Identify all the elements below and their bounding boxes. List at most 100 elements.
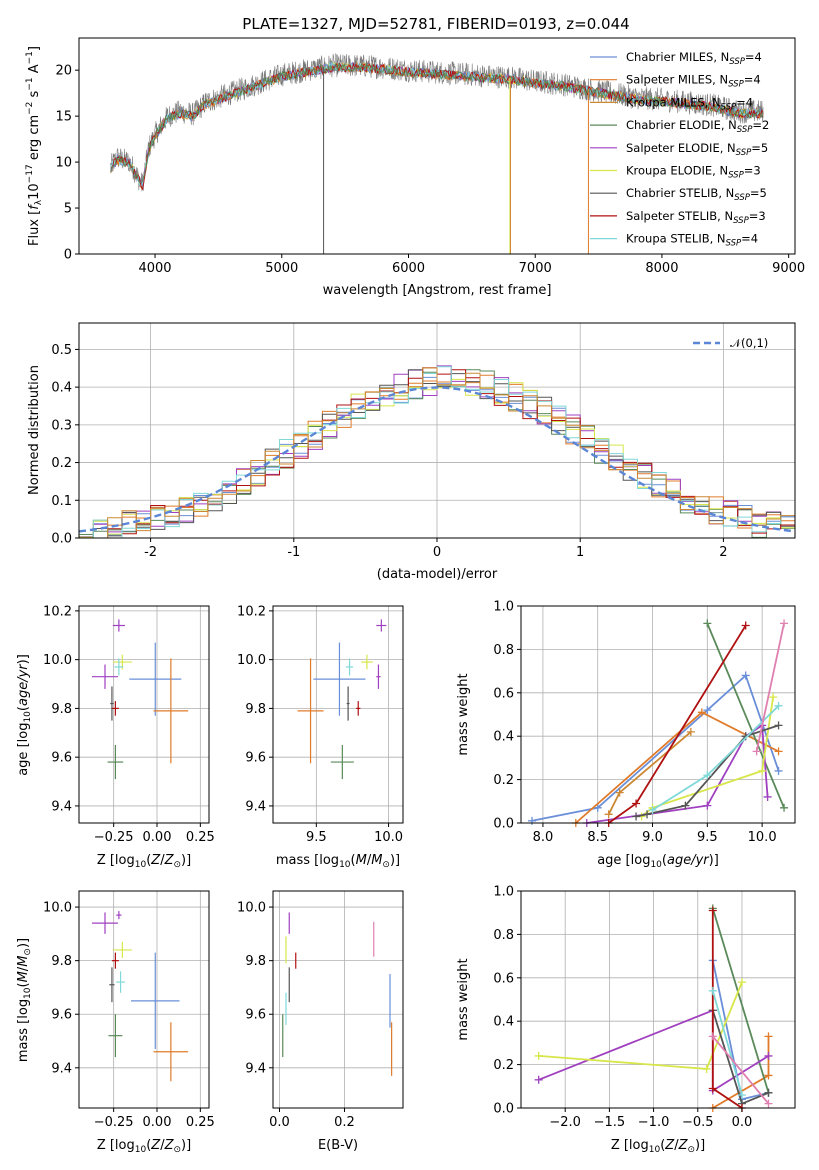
y-tick-label: 9.6 [51,751,72,766]
plot-area [110,53,764,254]
legend-label: Kroupa ELODIE, NSSP=3 [626,164,761,181]
y-tick-label: 9.4 [51,1061,72,1076]
y-axis-label: age [log10(age/yr)] [16,654,33,776]
y-tick-label: 9.8 [51,954,72,969]
x-tick-label: −1.5 [594,1115,626,1130]
axes-frame: 4000 5000 6000 7000 8000 9000 0 5 10 15 20 Chabrier… [25,37,805,298]
plot-area [79,365,795,538]
legend-label: Salpeter STELIB, NSSP=3 [626,209,766,226]
weight-point-marker [686,727,695,736]
y-axis-label: Normed distribution [27,365,42,495]
x-tick-label: 6000 [392,261,425,276]
plot-area [534,904,773,1112]
y-tick-label: 9.6 [245,751,266,766]
legend-label: Salpeter MILES, NSSP=4 [626,73,761,90]
weight-point-marker [764,1051,773,1060]
legend-label: Chabrier ELODIE, NSSP=2 [626,118,769,135]
weight-point-marker [703,619,712,628]
y-tick-label: 0.5 [51,343,72,358]
x-tick-label: 2 [719,545,727,560]
weight-point-marker [703,771,712,780]
y-tick-label: 0.8 [493,928,514,943]
weight-point-marker [632,812,641,821]
y-tick-label: 9.8 [51,702,72,717]
axes-frame: 9.5 10.0 9.4 9.6 9.8 10.0 10.2 mass [log10(M/M⊙… [237,604,404,870]
axes-frame: -2 -1 0 1 2 0.0 0.1 0.2 0.3 0.4 0.5 𝒩(0,1) (data-mod… [27,322,796,582]
x-tick-label: 9.5 [306,830,327,845]
y-axis-label: Flux [fλ10−17 erg cm−2 s−1 A−1] [25,46,44,246]
weight-series-line [755,623,785,752]
x-tick-label: 5000 [265,261,298,276]
x-axis-label: (data-model)/error [377,567,498,582]
y-tick-label: 9.6 [245,1008,266,1023]
weight-point-marker [708,1084,717,1093]
x-tick-label: -2 [144,545,157,560]
weight-point-marker [703,706,712,715]
weight-point-marker [708,986,717,995]
weight-point-marker [593,803,602,812]
panel-mass_age: 9.5 10.0 9.4 9.6 9.8 10.0 10.2 mass [log10(M/M⊙… [237,604,404,870]
y-tick-label: 0.0 [493,1102,514,1117]
weight-point-marker [764,1032,773,1041]
x-tick-label: 7000 [519,261,552,276]
weight-point-marker [527,816,536,825]
y-tick-label: 0.4 [493,730,514,745]
weight-point-marker [632,799,641,808]
weight-point-marker [780,803,789,812]
x-axis-label: E(B-V) [318,1138,358,1153]
legend-label: Chabrier STELIB, NSSP=5 [626,186,767,203]
y-tick-label: 0.2 [493,1058,514,1073]
y-tick-label: 9.8 [245,954,266,969]
x-tick-label: 10.0 [748,830,777,845]
axes-frame: −2.0 −1.5 −1.0 −0.5 0.0 0.0 0.2 0.4 0.6 0.8 1.0 mas… [456,885,796,1155]
weight-point-marker [780,619,789,628]
weight-series-line [607,731,692,815]
legend-label: Salpeter ELODIE, NSSP=5 [626,141,768,158]
y-tick-label: 20 [55,64,72,79]
panel-z_mass: −0.25 0.00 0.25 9.4 9.6 9.8 10.0 Z [log10(Z/Z⊙)… [16,890,215,1155]
weight-point-marker [648,805,657,814]
legend-label: Kroupa MILES, NSSP=4 [626,95,753,112]
weight-point-marker [774,766,783,775]
axes-box [520,605,796,824]
y-tick-label: 10.2 [237,604,266,619]
x-tick-label: 1 [576,545,584,560]
panel-z_age: −0.25 0.00 0.25 9.4 9.6 9.8 10.0 10.2 Z [log10(Z… [16,604,215,870]
weight-series-line [652,705,780,811]
panel-ebv_mass: 0.0 0.2 9.4 9.6 9.8 10.0 E(B-V) [237,890,404,1153]
x-tick-label: -1 [287,545,300,560]
y-tick-label: 0.3 [51,418,72,433]
x-tick-label: 9000 [772,261,805,276]
legend: Chabrier MILES, NSSP=4 Salpeter MILES, NS… [590,50,769,249]
y-tick-label: 5 [64,202,72,217]
x-tick-label: −0.5 [682,1115,714,1130]
axes-box [272,890,404,1109]
x-tick-label: 9.0 [642,830,663,845]
weight-point-marker [708,906,717,915]
spectrum-model-line [110,62,764,183]
x-tick-label: 0.25 [186,830,215,845]
x-tick-label: 8.5 [587,830,608,845]
weight-series-line [575,711,780,824]
y-tick-label: 0.6 [493,686,514,701]
weight-point-marker [764,1099,773,1108]
weight-series-line [538,981,743,1070]
y-tick-label: 0.4 [51,381,72,396]
panel-z_weight: −2.0 −1.5 −1.0 −0.5 0.0 0.0 0.2 0.4 0.6 0.8 1.0 mas… [456,885,796,1155]
x-tick-label: 0.00 [143,1115,172,1130]
weight-series-line [531,673,780,822]
axes-box [78,37,796,255]
panel-age_weight: 8.0 8.5 9.0 9.5 10.0 0.0 0.2 0.4 0.6 0.8 1.0 mass w… [456,600,796,870]
x-tick-label: 10.0 [374,830,403,845]
legend-label: Chabrier MILES, NSSP=4 [626,50,762,67]
plot-area [282,912,393,1076]
y-tick-label: 0.0 [493,817,514,832]
y-tick-label: 0.6 [493,971,514,986]
weight-point-marker [774,721,783,730]
y-tick-label: 15 [55,110,72,125]
x-axis-label: wavelength [Angstrom, rest frame] [323,283,552,298]
weight-point-marker [763,792,772,801]
y-tick-label: 10.0 [43,653,72,668]
x-tick-label: −0.25 [94,830,134,845]
